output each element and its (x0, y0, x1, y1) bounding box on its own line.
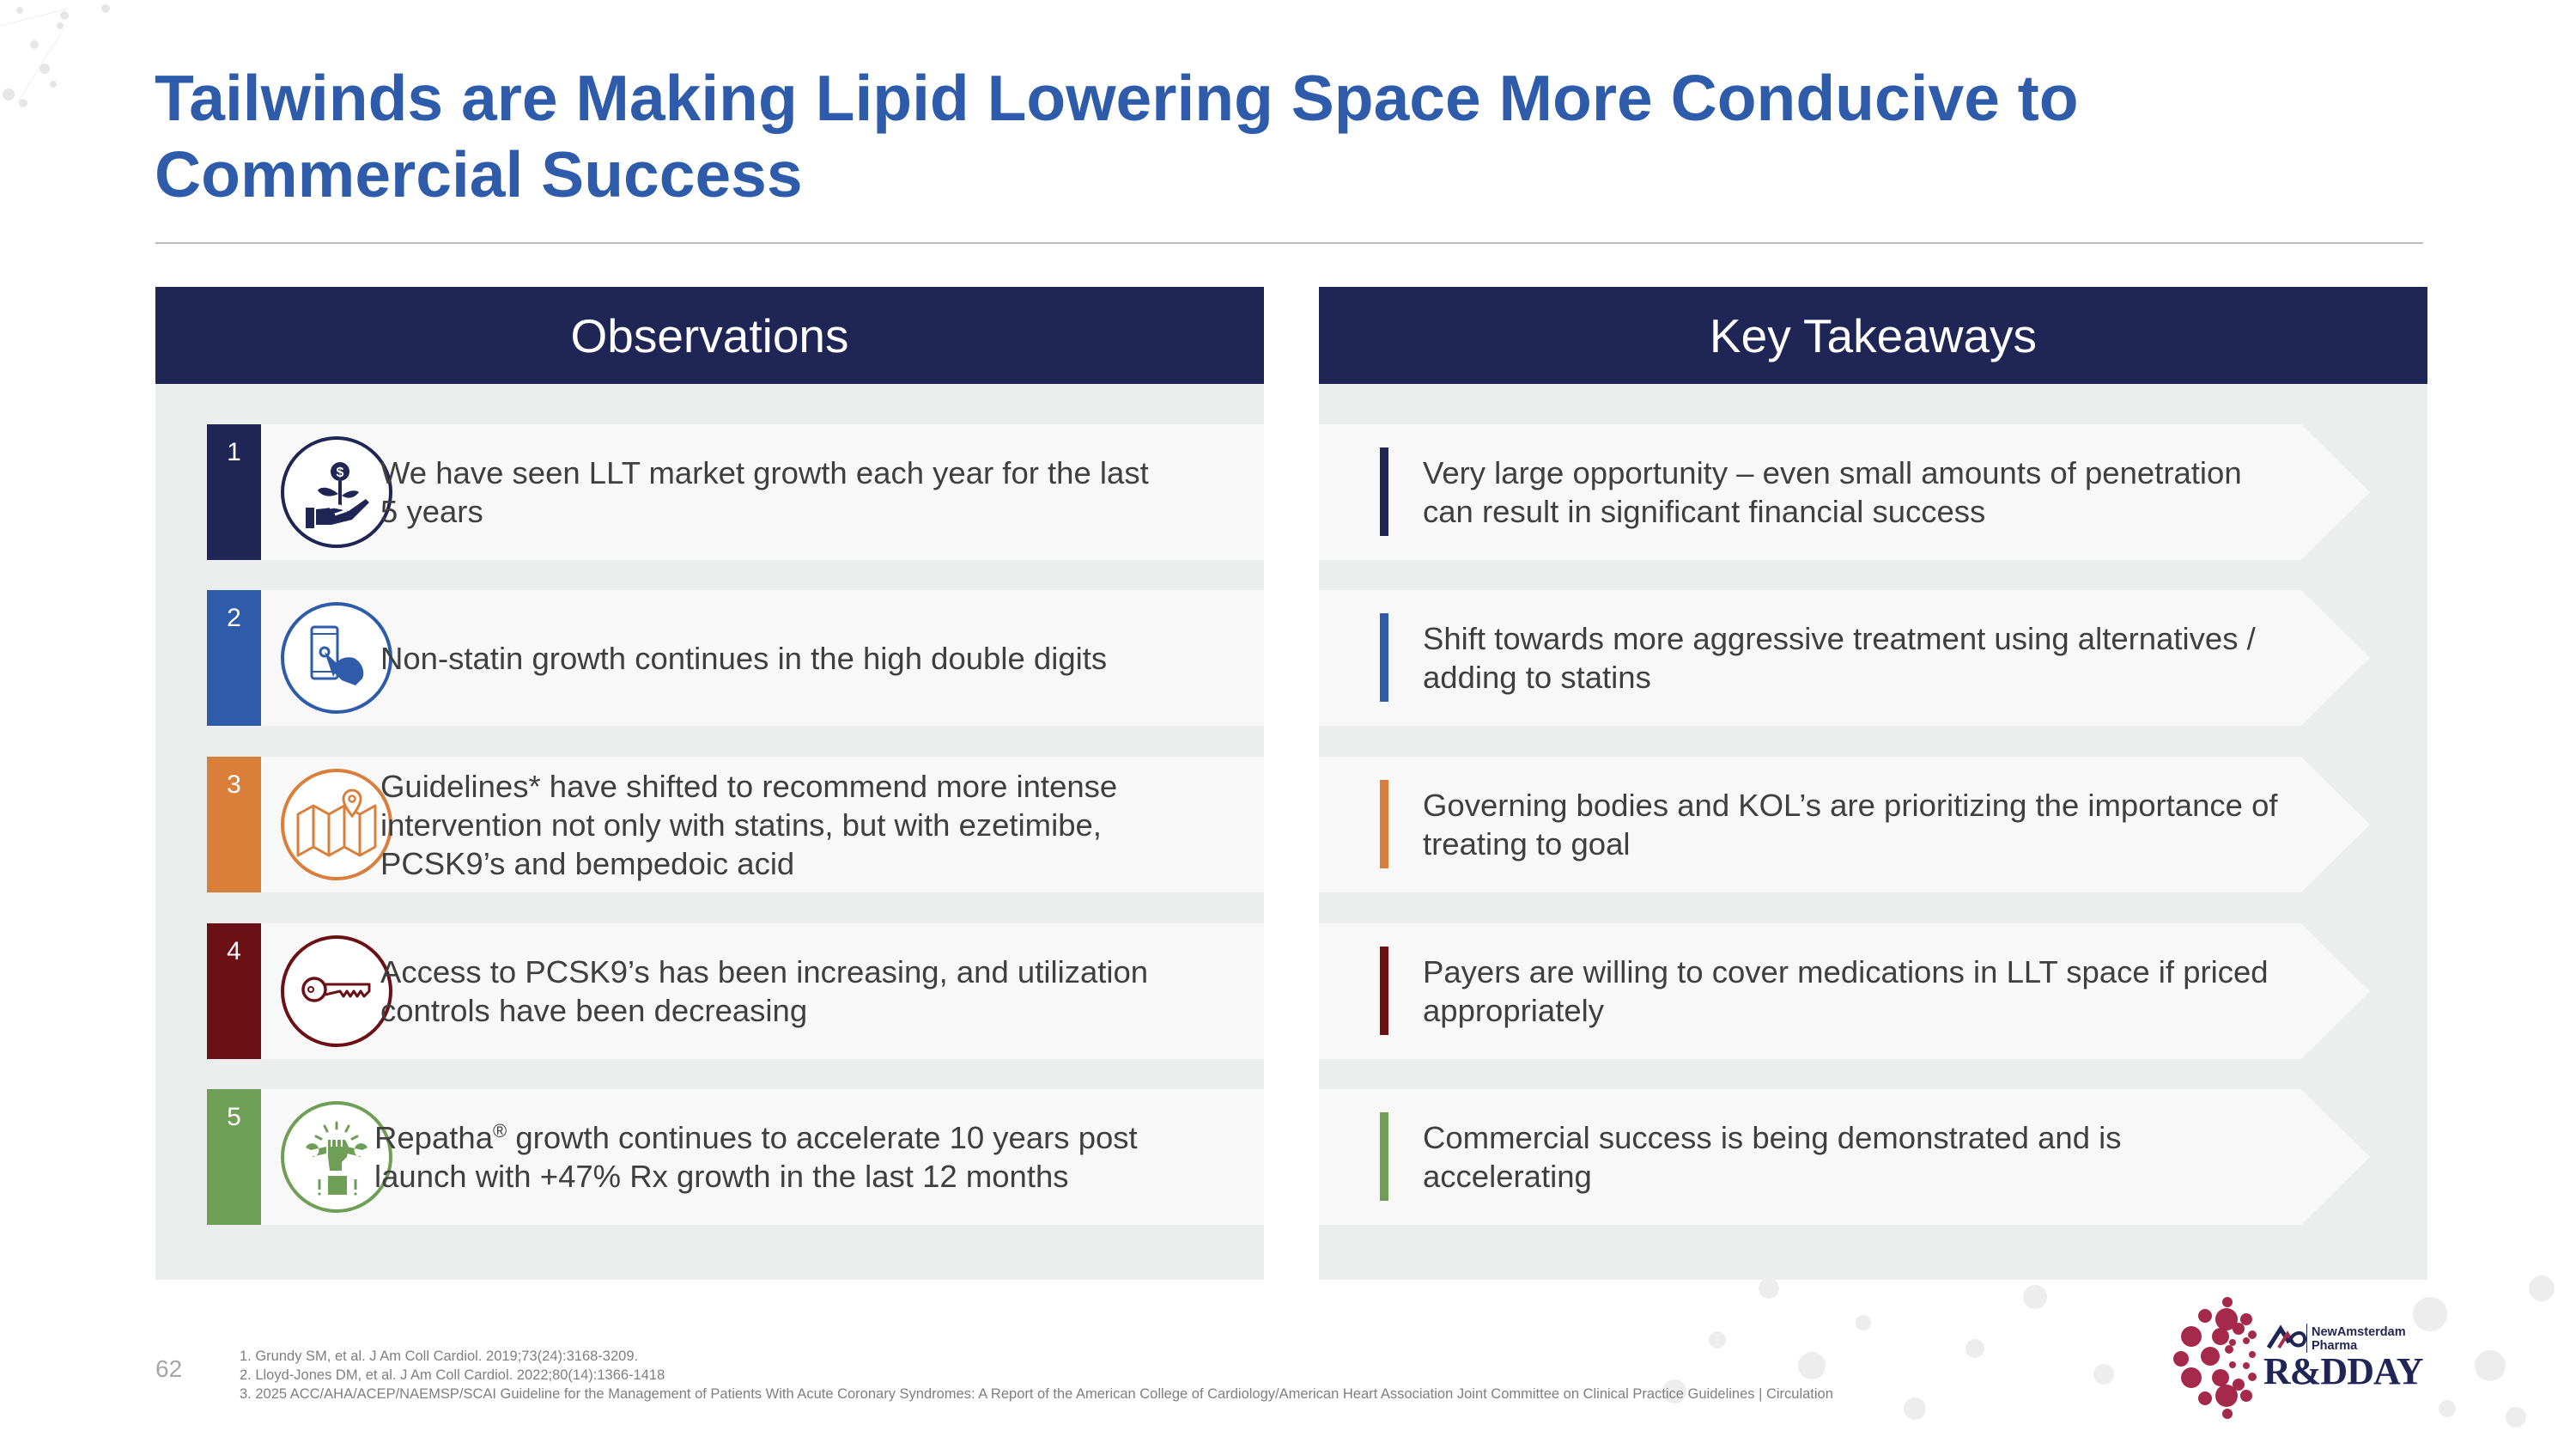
takeaways-header: Key Takeaways (1319, 287, 2427, 384)
brand-name: Repatha (374, 1120, 493, 1155)
footnotes: 1. Grundy SM, et al. J Am Coll Cardiol. … (240, 1347, 1833, 1403)
logo-divider (2306, 1324, 2307, 1353)
accent-bar (1380, 613, 1388, 702)
fist-with-wrenches-icon (281, 1101, 392, 1213)
observations-header: Observations (155, 287, 1264, 384)
observation-number: 1 (207, 424, 261, 560)
takeaway-item: Payers are willing to cover medications … (1319, 923, 2370, 1059)
observation-number: 3 (207, 757, 261, 892)
registered-mark: ® (493, 1119, 507, 1142)
observation-number: 4 (207, 923, 261, 1059)
page-number: 62 (155, 1355, 183, 1382)
accent-bar (1380, 447, 1388, 536)
observation-text: We have seen LLT market growth each year… (380, 455, 1149, 529)
takeaway-text: Commercial success is being demonstrated… (1423, 1120, 2122, 1194)
page-title: Tailwinds are Making Lipid Lowering Spac… (155, 60, 2387, 213)
takeaways-panel: Key Takeaways Very large opportunity – e… (1319, 287, 2427, 1280)
key-icon (281, 935, 392, 1047)
chevron-arrow-shape (1319, 923, 2370, 1059)
observation-number: 2 (207, 590, 261, 726)
accent-bar (1380, 1112, 1388, 1201)
takeaway-text: Governing bodies and KOL’s are prioritiz… (1423, 788, 2278, 861)
observation-item: 3 Guidelines* have shifted to recommend … (207, 757, 1264, 892)
page-title-line-1: Tailwinds are Making Lipid Lowering Spac… (155, 62, 2079, 134)
map-location-pin-icon (281, 769, 392, 880)
observation-text: Non-statin growth continues in the high … (380, 640, 1108, 676)
takeaway-text: Shift towards more aggressive treatment … (1423, 621, 2256, 695)
takeaway-item: Commercial success is being demonstrated… (1319, 1089, 2370, 1225)
takeaway-item: Very large opportunity – even small amou… (1319, 424, 2370, 560)
title-divider (155, 242, 2423, 244)
page-title-line-2: Commercial Success (155, 138, 803, 210)
takeaway-item: Shift towards more aggressive treatment … (1319, 590, 2370, 726)
observation-item: 4 Access to PCSK9’s has been increasing,… (207, 923, 1264, 1059)
dot-cluster-logo-icon (2173, 1297, 2257, 1419)
observation-text: Repatha® growth continues to accelerate … (374, 1119, 1138, 1194)
observation-text: Guidelines* have shifted to recommend mo… (380, 768, 1118, 881)
accent-bar (1380, 947, 1388, 1035)
observation-number: 5 (207, 1089, 261, 1225)
svg-text:$: $ (337, 466, 344, 480)
chevron-arrow-shape (1319, 590, 2370, 726)
observation-item: 2 Non-statin growth continues in the hig… (207, 590, 1264, 726)
newamsterdam-mark-icon (2267, 1324, 2307, 1349)
observation-item: 1 $ We have seen LLT market growth each … (207, 424, 1264, 560)
observation-text: Access to PCSK9’s has been increasing, a… (380, 954, 1149, 1028)
observation-item: 5 Repatha® growth continues to accelerat… (207, 1089, 1264, 1225)
chevron-arrow-shape (1319, 424, 2370, 560)
takeaway-item: Governing bodies and KOL’s are prioritiz… (1319, 757, 2370, 892)
rd-day-logo: NewAmsterdam Pharma R&DDAY (2164, 1293, 2439, 1422)
accent-bar (1380, 780, 1388, 868)
company-name: NewAmsterdam Pharma (2312, 1325, 2406, 1353)
takeaway-text: Very large opportunity – even small amou… (1423, 455, 2242, 529)
footnote: 1. Grundy SM, et al. J Am Coll Cardiol. … (240, 1349, 639, 1364)
observations-panel: Observations 1 $ We have seen LLT market… (155, 287, 1264, 1280)
event-name: R&DDAY (2263, 1350, 2423, 1392)
hand-tapping-smartphone-icon (281, 602, 392, 714)
footnote: 2. Lloyd-Jones DM, et al. J Am Coll Card… (240, 1367, 665, 1383)
chevron-arrow-shape (1319, 1089, 2370, 1225)
chevron-arrow-shape (1319, 757, 2370, 892)
footnote: 3. 2025 ACC/AHA/ACEP/NAEMSP/SCAI Guideli… (240, 1386, 1833, 1402)
takeaway-text: Payers are willing to cover medications … (1423, 954, 2269, 1028)
hand-growing-money-plant-icon: $ (281, 436, 392, 548)
